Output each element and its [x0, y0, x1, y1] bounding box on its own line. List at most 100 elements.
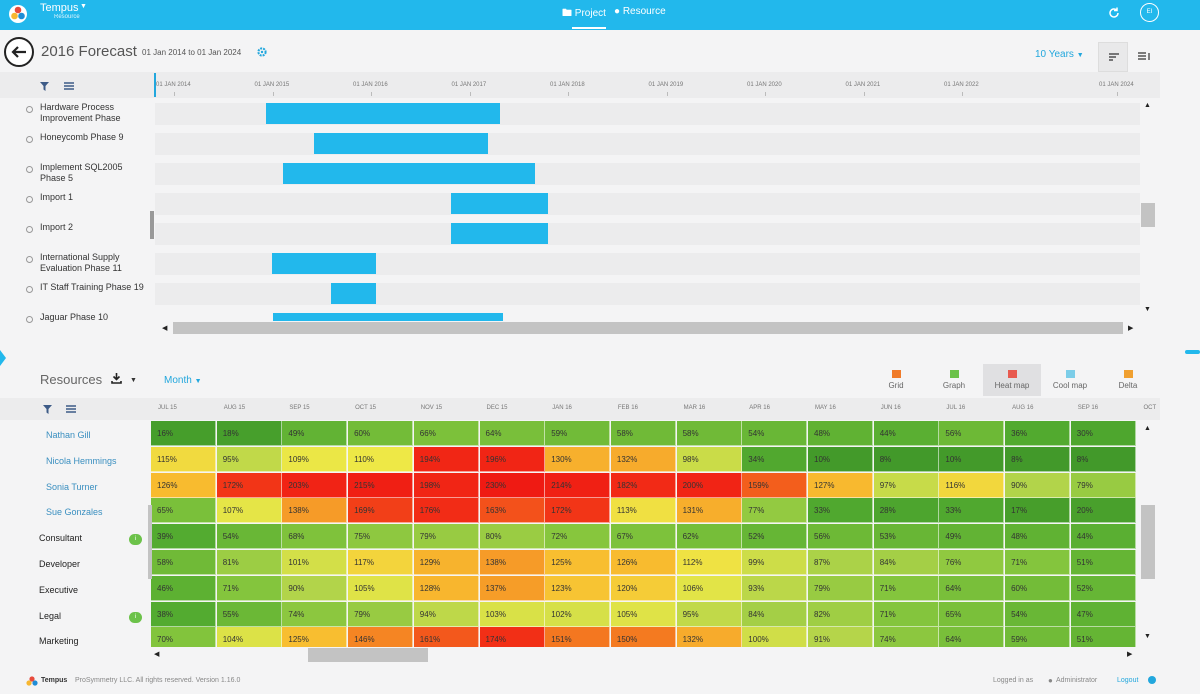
gantt-vertical-scrollbar[interactable]: ▲ ▼ — [1140, 100, 1156, 318]
heatmap-cell[interactable]: 125% — [545, 550, 611, 575]
heatmap-cell[interactable]: 90% — [282, 575, 348, 601]
info-badge-icon[interactable]: i — [129, 611, 142, 623]
heatmap-cell[interactable]: 71% — [873, 575, 939, 601]
panel-divider-handle[interactable] — [1185, 350, 1200, 354]
heatmap-cell[interactable]: 106% — [676, 575, 742, 601]
task-select-radio[interactable] — [26, 106, 33, 113]
heatmap-cell[interactable]: 215% — [348, 472, 414, 498]
heatmap-cell[interactable]: 55% — [216, 601, 282, 627]
gantt-task-bar[interactable] — [450, 223, 548, 244]
task-name[interactable]: Honeycomb Phase 9 — [40, 132, 124, 142]
task-select-radio[interactable] — [26, 286, 33, 293]
heatmap-cell[interactable]: 130% — [545, 446, 611, 472]
heatmap-cell[interactable]: 174% — [479, 627, 545, 647]
heatmap-cell[interactable]: 8% — [1005, 446, 1071, 472]
range-dropdown[interactable]: 10 Years ▼ — [1035, 49, 1084, 60]
gantt-task-bar[interactable] — [283, 163, 536, 184]
heatmap-cell[interactable]: 33% — [808, 498, 873, 524]
heatmap-cell[interactable]: 46% — [151, 575, 216, 601]
list-icon[interactable] — [64, 82, 74, 90]
tempus-logo-icon[interactable] — [8, 4, 28, 24]
task-select-radio[interactable] — [26, 136, 33, 143]
heatmap-cell[interactable]: 8% — [1070, 446, 1136, 472]
download-icon[interactable] — [111, 373, 122, 384]
heatmap-cell[interactable]: 203% — [282, 472, 348, 498]
heatmap-cell[interactable]: 110% — [348, 446, 414, 472]
gear-icon[interactable] — [257, 47, 267, 57]
heatmap-cell[interactable]: 75% — [348, 524, 414, 550]
heatmap-cell[interactable]: 230% — [479, 472, 545, 498]
list-icon[interactable] — [66, 405, 76, 413]
heatmap-cell[interactable]: 56% — [939, 421, 1005, 446]
heatmap-cell[interactable]: 169% — [348, 498, 414, 524]
gantt-task-bar[interactable] — [450, 193, 548, 214]
heatmap-cell[interactable]: 49% — [939, 524, 1005, 550]
heatmap-cell[interactable]: 71% — [216, 575, 282, 601]
task-name[interactable]: IT Staff Training Phase 19 — [40, 282, 144, 292]
scroll-right-icon[interactable]: ▶ — [1127, 651, 1133, 658]
heatmap-cell[interactable]: 214% — [545, 472, 611, 498]
heatmap-cell[interactable]: 146% — [348, 627, 414, 647]
panel-collapse-arrow-icon[interactable] — [0, 350, 6, 366]
resource-person-link[interactable]: Nathan Gill — [46, 430, 91, 440]
heatmap-cell[interactable]: 93% — [742, 575, 808, 601]
heatmap-cell[interactable]: 95% — [676, 601, 742, 627]
period-dropdown[interactable]: Month ▼ — [164, 375, 202, 386]
heatmap-cell[interactable]: 90% — [1005, 472, 1071, 498]
heatmap-cell[interactable]: 79% — [413, 524, 479, 550]
heatmap-cell[interactable]: 200% — [676, 472, 742, 498]
heatmap-cell[interactable]: 102% — [545, 601, 611, 627]
heatmap-cell[interactable]: 71% — [873, 601, 939, 627]
view-tab-cool-map[interactable]: Cool map — [1041, 364, 1099, 396]
logout-link[interactable]: Logout — [1117, 677, 1139, 684]
task-name[interactable]: Import 2 — [40, 222, 74, 232]
heatmap-cell[interactable]: 105% — [610, 601, 676, 627]
heatmap-cell[interactable]: 126% — [151, 472, 216, 498]
heatmap-cell[interactable]: 128% — [413, 575, 479, 601]
heatmap-cell[interactable]: 44% — [873, 421, 939, 446]
resource-person-link[interactable]: Sonia Turner — [46, 481, 98, 492]
task-name[interactable]: Hardware Process Improvement Phase — [40, 102, 121, 123]
heatmap-cell[interactable]: 138% — [282, 498, 348, 524]
heatmap-cell[interactable]: 104% — [216, 627, 282, 647]
heatmap-cell[interactable]: 54% — [742, 421, 808, 446]
heatmap-cell[interactable]: 60% — [348, 421, 414, 446]
app-name[interactable]: Tempus — [40, 2, 79, 14]
heatmap-cell[interactable]: 99% — [742, 550, 808, 575]
heatmap-cell[interactable]: 76% — [939, 550, 1005, 575]
heatmap-cell[interactable]: 79% — [1070, 472, 1136, 498]
heatmap-cell[interactable]: 194% — [413, 446, 479, 472]
view-tab-grid[interactable]: Grid — [867, 364, 925, 396]
heatmap-vertical-scroll-thumb[interactable] — [1141, 505, 1155, 579]
heatmap-cell[interactable]: 91% — [808, 627, 873, 647]
gantt-horizontal-scroll-thumb[interactable] — [173, 322, 1123, 334]
heatmap-cell[interactable]: 151% — [545, 627, 611, 647]
gantt-task-bar[interactable] — [266, 103, 500, 124]
heatmap-cell[interactable]: 109% — [282, 446, 348, 472]
heatmap-cell[interactable]: 87% — [808, 550, 873, 575]
heatmap-cell[interactable]: 39% — [151, 524, 216, 550]
heatmap-cell[interactable]: 70% — [151, 627, 216, 647]
heatmap-cell[interactable]: 18% — [216, 421, 282, 446]
heatmap-cell[interactable]: 64% — [479, 421, 545, 446]
task-select-radio[interactable] — [26, 196, 33, 203]
heatmap-cell[interactable]: 54% — [1005, 601, 1071, 627]
nav-tab-project[interactable]: 🖿 Project — [562, 8, 606, 19]
heatmap-horizontal-scroll-thumb[interactable] — [308, 648, 428, 662]
heatmap-cell[interactable]: 47% — [1070, 601, 1136, 627]
heatmap-cell[interactable]: 81% — [216, 550, 282, 575]
heatmap-cell[interactable]: 67% — [610, 524, 676, 550]
logout-icon[interactable] — [1148, 676, 1156, 684]
heatmap-cell[interactable]: 52% — [1070, 575, 1136, 601]
scroll-right-icon[interactable]: ▶ — [1128, 325, 1134, 332]
heatmap-cell[interactable]: 101% — [282, 550, 348, 575]
heatmap-cell[interactable]: 74% — [873, 627, 939, 647]
heatmap-cell[interactable]: 105% — [348, 575, 414, 601]
download-caret-icon[interactable]: ▼ — [130, 377, 137, 384]
heatmap-cell[interactable]: 112% — [676, 550, 742, 575]
user-avatar[interactable]: EI — [1140, 3, 1159, 22]
heatmap-cell[interactable]: 79% — [348, 601, 414, 627]
task-select-radio[interactable] — [26, 226, 33, 233]
heatmap-cell[interactable]: 48% — [808, 421, 873, 446]
heatmap-cell[interactable]: 64% — [939, 575, 1005, 601]
